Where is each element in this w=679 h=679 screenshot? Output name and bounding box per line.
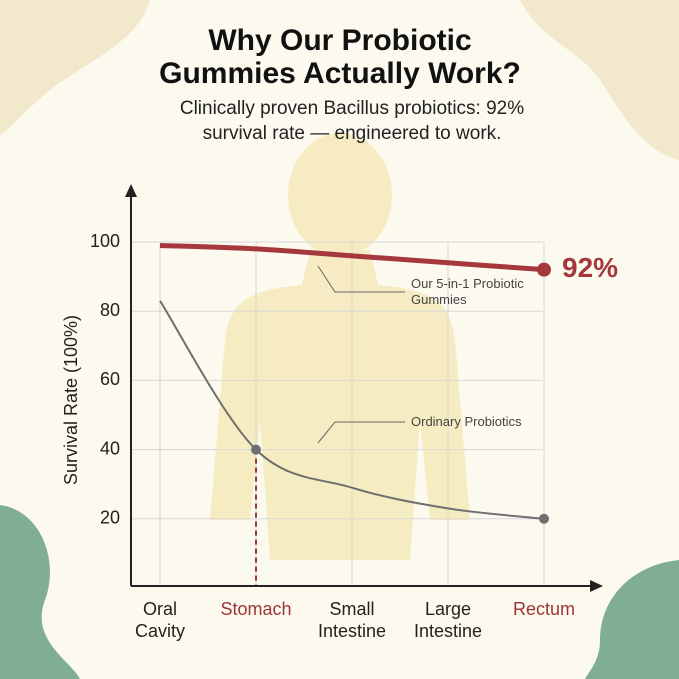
y-tick-label: 60 [100,369,120,389]
legend-label: Ordinary Probiotics [411,414,522,429]
point [251,444,261,455]
x-tick-label: Large Intestine [413,599,483,641]
corner-blob [0,0,150,135]
leader-line [317,265,405,293]
corner-blob [585,560,679,679]
point [539,513,549,524]
y-tick-label: 20 [100,508,120,528]
x-tick-label: Stomach [220,599,292,619]
body-silhouette [210,133,470,560]
leader-line [317,421,405,444]
corner-blob [0,505,80,679]
x-axis-arrow [590,580,603,592]
value-label: 92% [562,252,618,283]
title: Why Our Probiotic Gummies Actually Work? [159,24,521,90]
x-tick-label: Oral Cavity [134,599,185,641]
point [537,262,551,277]
legend-label: Our 5-in-1 Probiotic Gummies [411,276,524,307]
y-tick-label: 80 [100,300,120,320]
subtitle: Clinically proven Bacillus probiotics: 9… [179,98,525,144]
y-axis-label: Survival Rate (100%) [61,315,81,485]
y-tick-label: 100 [90,231,120,251]
series-line [159,242,545,273]
y-axis-arrow [125,184,137,197]
series-line [159,300,545,520]
y-tick-label: 40 [100,438,120,458]
x-tick-label: Small Intestine [317,599,387,641]
plot [131,241,551,586]
x-tick-label: Rectum [512,599,575,619]
corner-blob [520,0,679,160]
